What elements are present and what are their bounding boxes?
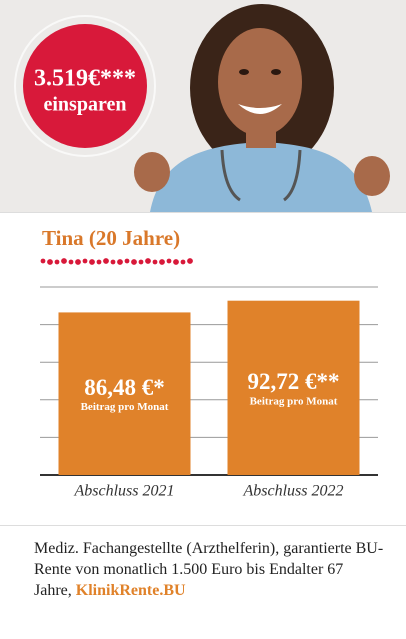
title-underline (41, 258, 193, 265)
value-label: 86,48 €* (84, 375, 165, 400)
dot (173, 259, 179, 265)
bar-sublabel: Beitrag pro Monat (250, 395, 338, 407)
chart: 3.519€*** einsparen Tina (20 Jahre) 86,4… (0, 0, 406, 530)
dot (97, 260, 102, 265)
badge-amount: 3.519€*** (34, 66, 136, 92)
dot (117, 259, 123, 265)
value-label: 92,72 €** (248, 369, 340, 394)
dot (159, 259, 165, 265)
bar-sublabel: Beitrag pro Monat (81, 401, 169, 413)
x-tick-label: Abschluss 2022 (243, 483, 344, 500)
x-tick-label: Abschluss 2021 (74, 483, 175, 500)
footer: Mediz. Fachangestellte (Arzthelferin), g… (34, 538, 384, 601)
dot (145, 258, 151, 264)
dot (103, 258, 109, 264)
dot (111, 260, 116, 265)
dot (75, 259, 81, 265)
dot (181, 260, 186, 265)
dot (167, 259, 172, 264)
dot (69, 260, 74, 265)
dot (153, 260, 158, 265)
dot (55, 260, 60, 265)
dot (41, 259, 46, 264)
dot (187, 258, 193, 264)
footer-brand: KlinikRente.BU (76, 582, 186, 599)
dot (47, 259, 53, 265)
dot (139, 260, 144, 265)
chart-title: Tina (20 Jahre) (42, 226, 180, 250)
ad-card: 3.519€*** einsparen Tina (20 Jahre) 86,4… (0, 0, 406, 639)
dot (89, 259, 95, 265)
dot (83, 259, 88, 264)
dot (125, 259, 130, 264)
badge-text: einsparen (44, 94, 127, 116)
dot (131, 259, 137, 265)
dot (61, 258, 67, 264)
